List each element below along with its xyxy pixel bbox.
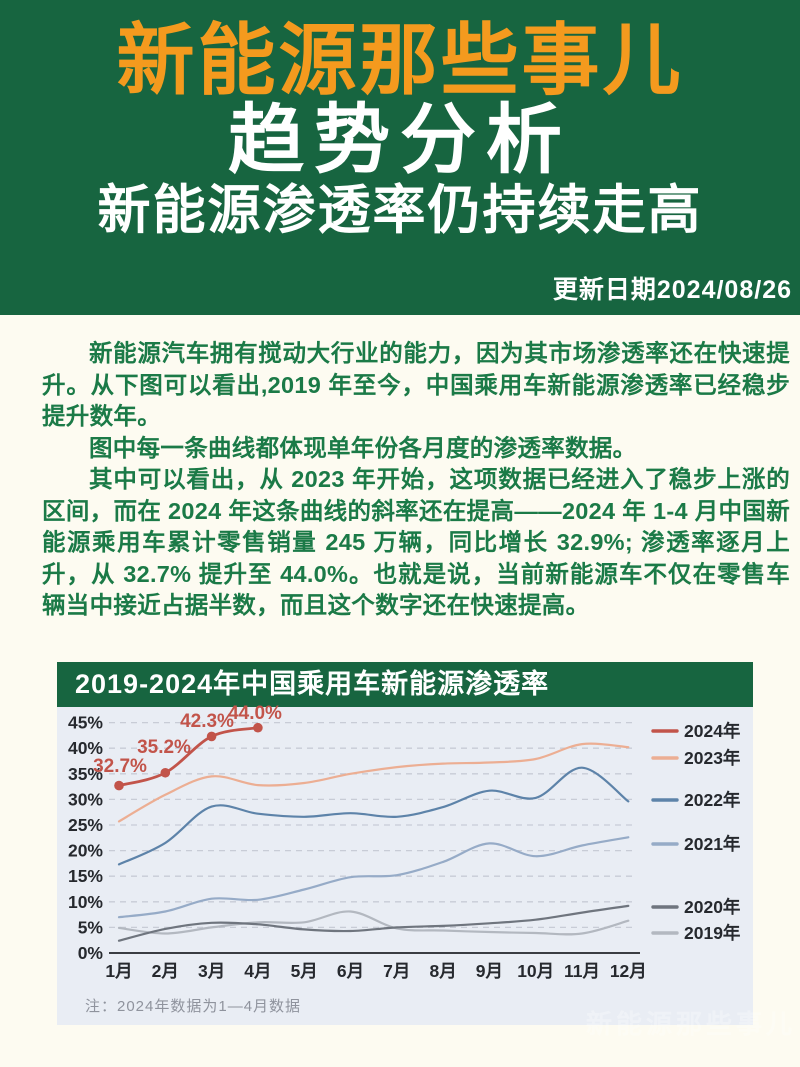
data-point-2024年-1 <box>114 780 124 791</box>
y-tick-label-40: 40% <box>68 738 103 758</box>
page-title: 新能源那些事儿 <box>116 16 684 104</box>
x-tick-label-5: 5月 <box>291 961 318 981</box>
x-tick-label-2: 2月 <box>152 961 179 981</box>
series-line-2019年 <box>117 910 630 936</box>
x-tick-label-11: 11月 <box>564 961 600 981</box>
x-tick-label-10: 10月 <box>517 961 554 981</box>
header-banner: 新能源那些事儿 趋势分析 新能源渗透率仍持续走高 更新日期2024/08/26 <box>0 0 800 315</box>
penetration-line-chart: 0% 5% 10% 15% 20% 25% 30% 35% 40% 45% 1月 2月 3月 4月 5月 6月… <box>68 703 741 981</box>
legend-label-2021年: 2021年 <box>684 834 741 854</box>
chart-card: 2019-2024年中国乘用车新能源渗透率 0% 5% 10% 15% 20% 25% 30… <box>57 662 753 1025</box>
legend-label-2019年: 2019年 <box>684 923 741 943</box>
data-label-2024年-1: 32.7% <box>93 756 147 777</box>
update-date-label: 更新日期2024/08/26 <box>552 276 792 304</box>
x-tick-label-3: 3月 <box>198 961 225 981</box>
series-line-2021年 <box>117 836 630 919</box>
header-subtitle: 趋势分析 <box>228 97 572 183</box>
x-tick-label-9: 9月 <box>476 961 503 981</box>
legend-label-2023年: 2023年 <box>684 748 741 768</box>
y-tick-label-0: 0% <box>78 943 104 963</box>
body-paragraph-3: 其中可以看出，从 2023 年开始，这项数据已经进入了稳步上涨的区间，而在 20… <box>42 466 790 618</box>
data-point-2024年-4 <box>253 722 263 733</box>
chart-note: 注：2024年数据为1—4月数据 <box>85 998 302 1015</box>
y-tick-label-10: 10% <box>68 892 103 912</box>
y-tick-label-25: 25% <box>68 815 103 835</box>
header-tagline: 新能源渗透率仍持续走高 <box>97 181 703 241</box>
legend-label-2020年: 2020年 <box>684 897 741 917</box>
intro-text-block: 新能源汽车拥有搅动大行业的能力，因为其市场渗透率还在快速提升。从下图可以看出,2… <box>42 338 790 622</box>
data-label-2024年-2: 35.2% <box>137 737 191 758</box>
data-point-2024年-2 <box>160 767 171 778</box>
x-tick-label-7: 7月 <box>383 961 410 981</box>
legend-label-2022年: 2022年 <box>684 790 741 810</box>
series-line-2023年 <box>117 742 630 823</box>
y-tick-label-45: 45% <box>68 713 103 733</box>
x-tick-label-6: 6月 <box>337 961 364 981</box>
y-tick-label-5: 5% <box>78 917 104 937</box>
data-point-2024年-3 <box>206 731 217 742</box>
x-tick-label-1: 1月 <box>105 961 132 981</box>
y-tick-label-30: 30% <box>68 789 103 809</box>
chart-title: 2019-2024年中国乘用车新能源渗透率 <box>75 669 550 699</box>
y-tick-label-15: 15% <box>68 866 103 886</box>
data-label-2024年-4: 44.0% <box>228 703 282 724</box>
legend-label-2024年: 2024年 <box>684 721 741 741</box>
y-tick-label-35: 35% <box>68 764 103 784</box>
y-tick-label-20: 20% <box>68 841 103 861</box>
x-tick-label-4: 4月 <box>244 961 271 981</box>
series-line-2024年 <box>117 726 260 787</box>
body-paragraph-2: 图中每一条曲线都体现单年份各月度的渗透率数据。 <box>89 434 637 461</box>
data-label-2024年-3: 42.3% <box>180 711 234 732</box>
series-line-2022年 <box>117 766 630 866</box>
x-tick-label-12: 12月 <box>610 961 647 981</box>
body-paragraph-1: 新能源汽车拥有搅动大行业的能力，因为其市场渗透率还在快速提升。从下图可以看出,2… <box>42 340 790 429</box>
series-line-2020年 <box>117 904 630 942</box>
x-tick-label-8: 8月 <box>429 961 456 981</box>
chart-title-bar: 2019-2024年中国乘用车新能源渗透率 <box>57 662 753 707</box>
